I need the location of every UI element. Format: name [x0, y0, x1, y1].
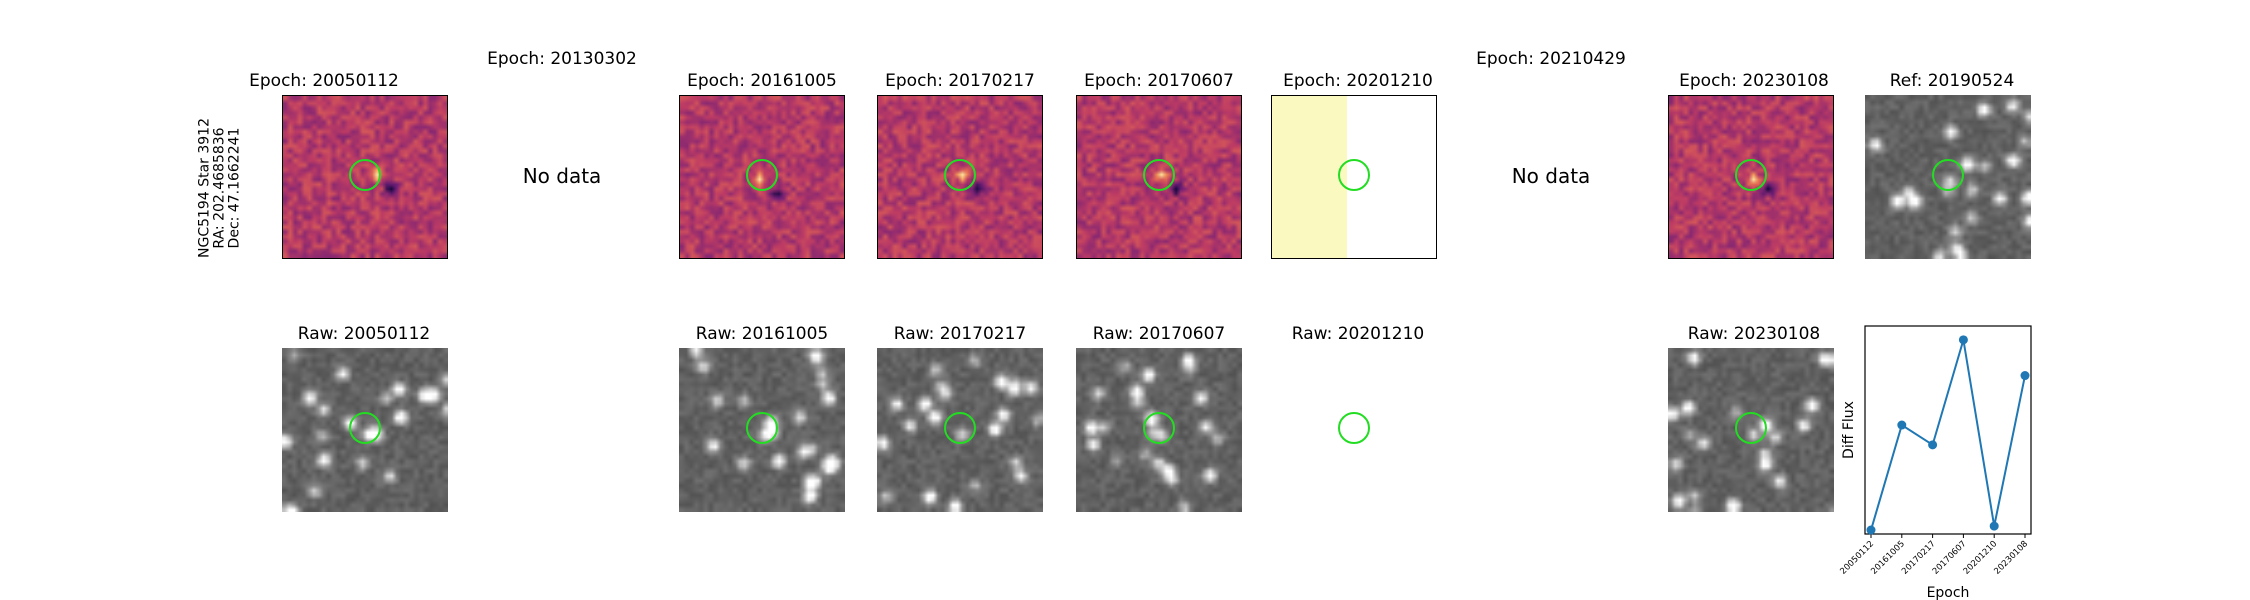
target-ring: [1338, 159, 1370, 191]
plot-frame: [1864, 325, 2032, 535]
diff-title-5: Epoch: 20170607: [1084, 71, 1234, 91]
y-axis-label: Diff Flux: [1841, 401, 1857, 459]
series-line: [1870, 339, 2026, 531]
target-dec: Dec: 47.1662241: [226, 127, 243, 249]
diff-title-7: Epoch: 20210429: [1476, 49, 1626, 69]
diff-title-2: Epoch: 20130302: [487, 49, 637, 69]
data-point: [1958, 335, 1968, 345]
no-data-label-2: No data: [1511, 164, 1591, 188]
target-ring: [944, 412, 976, 444]
target-ring: [944, 159, 976, 191]
target-ring: [746, 412, 778, 444]
target-ring: [1932, 159, 1964, 191]
raw-title-1: Raw: 20050112: [297, 324, 431, 344]
target-ring: [349, 412, 381, 444]
target-ring: [746, 159, 778, 191]
target-ring: [1143, 159, 1175, 191]
partial-coverage: [1272, 96, 1347, 258]
diff-title-6: Epoch: 20201210: [1283, 71, 1433, 91]
diff-title-4: Epoch: 20170217: [885, 71, 1035, 91]
data-point: [1928, 440, 1938, 450]
data-point: [1897, 420, 1907, 430]
ref-title: Ref: 20190524: [1889, 71, 2015, 91]
target-ring: [1143, 412, 1175, 444]
target-ring: [349, 159, 381, 191]
raw-title-2: Raw: 20161005: [695, 324, 829, 344]
raw-title-6: Raw: 20230108: [1687, 324, 1821, 344]
x-tick-label: 20230108: [1992, 539, 2030, 577]
target-ring: [1735, 412, 1767, 444]
raw-title-3: Raw: 20170217: [893, 324, 1027, 344]
target-ring: [1338, 412, 1370, 444]
target-ra: RA: 202.4685836: [211, 127, 228, 249]
target-name: NGC5194 Star 3912: [196, 118, 213, 258]
diff-cutout-8: [1668, 95, 1834, 259]
data-point: [2020, 371, 2030, 381]
target-ring: [1735, 159, 1767, 191]
x-axis-label: Epoch: [1927, 585, 1970, 600]
light-curve-chart: 2005011220161005201702172017060720201210…: [1838, 325, 2032, 600]
data-point: [1866, 525, 1876, 535]
diff-title-8: Epoch: 20230108: [1679, 71, 1829, 91]
raw-title-5: Raw: 20201210: [1291, 324, 1425, 344]
target-label: NGC5194 Star 3912 RA: 202.4685836 Dec: 4…: [197, 108, 243, 268]
diff-title-1: Epoch: 20050112: [249, 71, 399, 91]
data-point: [1989, 521, 1999, 531]
diff-title-3: Epoch: 20161005: [687, 71, 837, 91]
no-data-label-1: No data: [522, 164, 602, 188]
raw-title-4: Raw: 20170607: [1092, 324, 1226, 344]
diff-cutout-partial: [1271, 95, 1437, 259]
